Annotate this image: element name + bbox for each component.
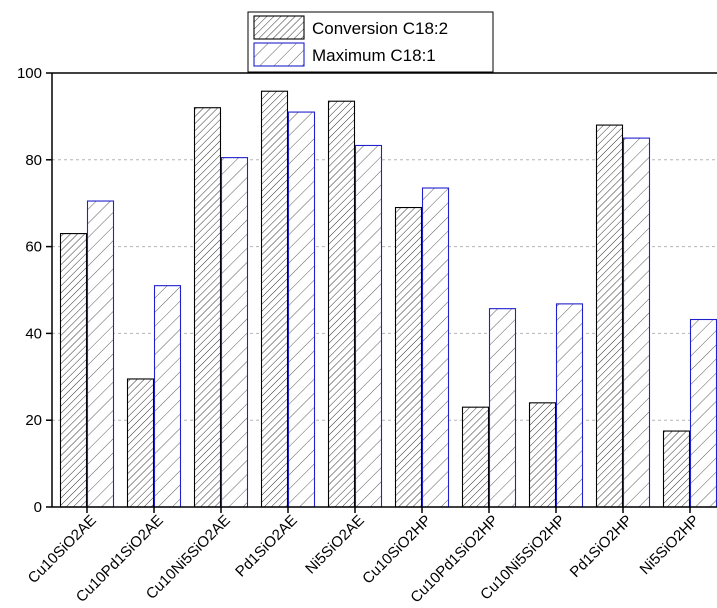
x-tick-label: Pd1SiO2HP [567,512,636,581]
bar-conversion-cu10pd1sio2hp [461,406,490,508]
bar-maximum-cu10sio2hp [421,187,450,508]
bar-maximum-ni5sio2hp [689,318,717,508]
bar-conversion-ni5sio2hp [662,430,691,508]
y-tick-label: 40 [25,325,42,342]
y-tick-label: 80 [25,152,42,169]
y-tick-label: 20 [25,412,42,429]
bar-conversion-ni5sio2ae [327,100,356,508]
y-tick-label: 0 [34,499,42,516]
bars [59,90,717,508]
bar-maximum-cu10sio2ae [86,200,115,508]
bar-maximum-pd1sio2ae [287,111,316,508]
x-tick-label: Cu10SiO2HP [359,512,435,588]
axes [46,72,717,513]
bar-conversion-cu10sio2ae [59,233,88,508]
bar-maximum-cu10pd1sio2ae [153,285,182,508]
bar-maximum-cu10ni5sio2hp [555,303,584,508]
bar-conversion-cu10ni5sio2ae [193,107,222,508]
bar-maximum-pd1sio2hp [622,137,651,508]
bar-conversion-cu10sio2hp [394,206,423,508]
y-tick-label: 100 [17,65,42,82]
bar-conversion-pd1sio2ae [260,90,289,508]
bar-maximum-cu10pd1sio2hp [488,308,517,508]
y-tick-label: 60 [25,239,42,256]
bar-maximum-cu10ni5sio2ae [220,157,249,508]
bar-conversion-cu10pd1sio2ae [126,378,155,508]
legend-swatch [253,15,305,40]
x-tick-label: Ni5SiO2HP [637,512,703,578]
bar-maximum-ni5sio2ae [354,144,383,508]
bar-conversion-cu10ni5sio2hp [528,402,557,508]
x-tick-label: Pd1SiO2AE [232,512,301,581]
legend-label: Maximum C18:1 [312,46,436,65]
legend-label: Conversion C18:2 [312,19,448,38]
legend-swatch [253,42,305,67]
bar-conversion-pd1sio2hp [595,124,624,508]
x-tick-label: Ni5SiO2AE [302,512,368,578]
legend: Conversion C18:2 Maximum C18:1 [247,11,494,73]
x-tick-label: Cu10SiO2AE [25,512,100,587]
